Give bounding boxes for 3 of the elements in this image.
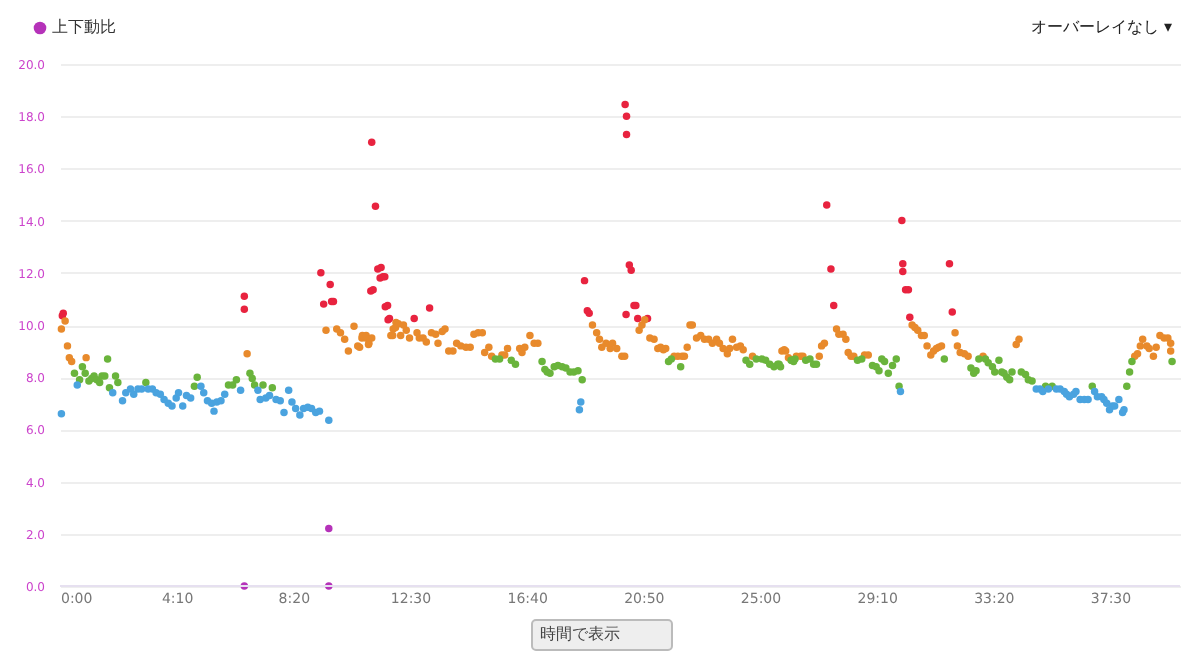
text: オーバーレイなし ▾	[1030, 18, 1172, 36]
legend-label: 上下動比	[52, 18, 116, 36]
text: 時間で表示	[540, 625, 620, 643]
